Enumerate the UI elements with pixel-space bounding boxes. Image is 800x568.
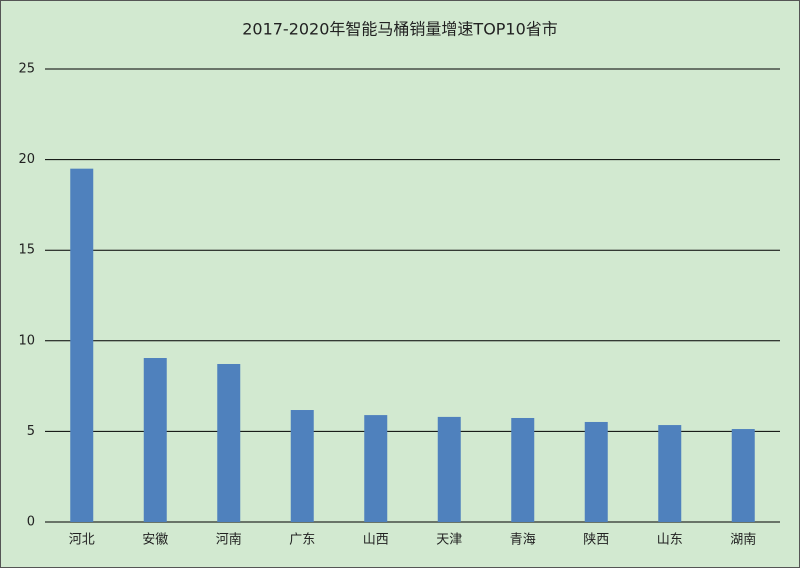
y-tick-label: 0 bbox=[27, 515, 35, 530]
bar bbox=[584, 421, 608, 522]
bar bbox=[70, 168, 94, 522]
x-tick-label: 天津 bbox=[436, 533, 462, 548]
x-tick-label: 山西 bbox=[363, 533, 389, 548]
bar bbox=[143, 358, 167, 522]
bar bbox=[511, 417, 535, 522]
bar bbox=[364, 415, 388, 522]
bar bbox=[658, 425, 682, 522]
x-tick-label: 青海 bbox=[510, 533, 536, 548]
x-tick-label: 河南 bbox=[216, 532, 242, 548]
chart-title: 2017-2020年智能马桶销量增速TOP10省市 bbox=[242, 20, 558, 39]
bar bbox=[290, 410, 314, 522]
y-tick-label: 20 bbox=[18, 152, 35, 167]
x-tick-label: 陕西 bbox=[583, 533, 609, 548]
x-tick-label: 山东 bbox=[657, 533, 683, 548]
y-tick-label: 25 bbox=[18, 62, 35, 77]
x-tick-label: 湖南 bbox=[730, 532, 756, 548]
y-tick-label: 5 bbox=[27, 424, 35, 439]
x-tick-label: 广东 bbox=[289, 533, 315, 548]
x-tick-label: 安徽 bbox=[142, 533, 168, 548]
y-tick-label: 15 bbox=[18, 243, 35, 258]
bar bbox=[217, 363, 241, 522]
bar bbox=[731, 429, 755, 522]
y-tick-label: 10 bbox=[18, 333, 35, 348]
x-tick-label: 河北 bbox=[69, 533, 95, 548]
bar bbox=[437, 416, 461, 522]
